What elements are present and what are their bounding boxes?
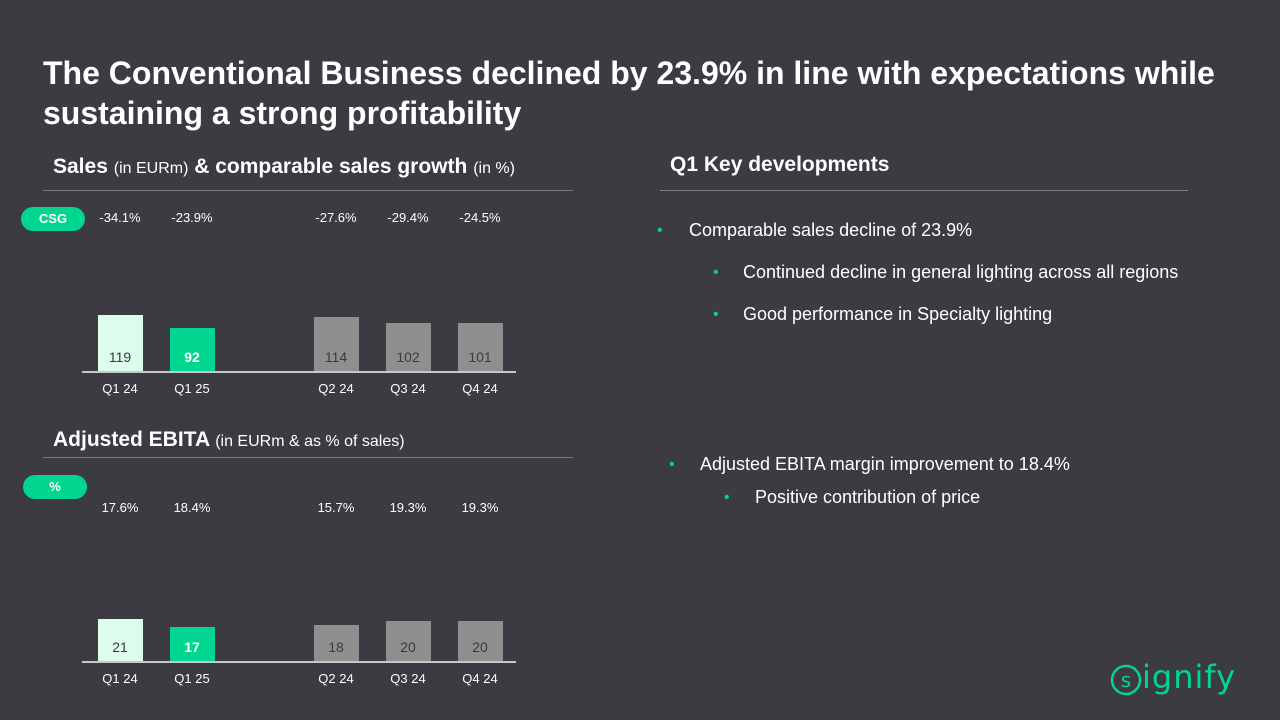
sales-category-label: Q3 24 xyxy=(390,381,426,396)
ebita-heading: Adjusted EBITA (in EURm & as % of sales) xyxy=(53,428,405,452)
bullet-dot-icon: • xyxy=(724,489,730,506)
ebita-value-label: 17 xyxy=(184,639,200,655)
sales-category-label: Q2 24 xyxy=(318,381,354,396)
sales-bar xyxy=(97,315,143,371)
key-developments-heading: Q1 Key developments xyxy=(670,153,890,176)
ebita-category-label: Q3 24 xyxy=(390,671,426,686)
sales-value-label: 102 xyxy=(396,349,420,365)
ebita-pct-label: 15.7% xyxy=(317,500,355,515)
sales-heading: Sales (in EURm) & comparable sales growt… xyxy=(53,155,515,179)
key-developments-divider xyxy=(660,190,1188,191)
sales-pct-label: -23.9% xyxy=(171,210,213,225)
ebita-heading-main: Adjusted EBITA xyxy=(53,428,210,451)
page-title: The Conventional Business declined by 23… xyxy=(43,55,1215,131)
ebita-bar xyxy=(457,621,503,661)
bullet-dot-icon: • xyxy=(669,456,675,473)
sales-heading-amp: & comparable sales growth xyxy=(194,155,468,178)
bullet-dot-icon: • xyxy=(713,306,719,323)
sales-category-label: Q1 24 xyxy=(102,381,138,396)
sales-pct-label: -29.4% xyxy=(387,210,429,225)
ebita-bar xyxy=(169,627,215,661)
sales-bar xyxy=(169,327,215,371)
sales-axis-line xyxy=(82,371,516,373)
sales-value-label: 92 xyxy=(184,349,200,365)
svg-text:s: s xyxy=(1121,668,1131,692)
bullet-dot-icon: • xyxy=(657,222,663,239)
signify-logo-text: ignify xyxy=(1142,658,1237,696)
bullet-dot-icon: • xyxy=(713,264,719,281)
ebita-value-label: 21 xyxy=(112,639,128,655)
ebita-pct-label: 18.4% xyxy=(173,500,211,515)
ebita-pct-label: 19.3% xyxy=(389,500,427,515)
ebita-bar xyxy=(313,625,359,661)
bullet-comparable-sales: Comparable sales decline of 23.9% xyxy=(689,220,973,240)
sales-bar xyxy=(313,317,359,371)
bullet-specialty-lighting: Good performance in Specialty lighting xyxy=(743,304,1053,324)
sales-pct-label: -24.5% xyxy=(459,210,501,225)
bullet-price-contribution: Positive contribution of price xyxy=(755,487,981,507)
sales-category-label: Q1 25 xyxy=(174,381,210,396)
ebita-value-label: 20 xyxy=(400,639,416,655)
sales-pct-label: -34.1% xyxy=(99,210,141,225)
sales-value-label: 101 xyxy=(468,349,492,365)
ebita-bar xyxy=(97,619,143,661)
sales-heading-pct: (in %) xyxy=(473,160,515,177)
sales-divider xyxy=(43,190,573,191)
signify-logo-icon: s xyxy=(1110,664,1142,696)
margin-badge: % xyxy=(23,475,87,499)
sales-value-label: 114 xyxy=(324,349,348,365)
ebita-pct-label: 19.3% xyxy=(461,500,499,515)
ebita-axis-line xyxy=(82,661,516,663)
ebita-category-label: Q1 24 xyxy=(102,671,138,686)
ebita-category-label: Q4 24 xyxy=(462,671,498,686)
ebita-bar xyxy=(385,621,431,661)
bullet-ebita-margin: Adjusted EBITA margin improvement to 18.… xyxy=(700,454,1070,474)
ebita-pct-label: 17.6% xyxy=(101,500,139,515)
sales-category-label: Q4 24 xyxy=(462,381,498,396)
bullet-general-lighting: Continued decline in general lighting ac… xyxy=(743,262,1179,282)
csg-badge: CSG xyxy=(21,207,85,231)
ebita-value-label: 20 xyxy=(472,639,488,655)
sales-bar xyxy=(457,323,503,371)
ebita-value-label: 18 xyxy=(328,639,344,655)
sales-bar xyxy=(385,323,431,371)
sales-value-label: 119 xyxy=(108,349,132,365)
sales-pct-label: -27.6% xyxy=(315,210,357,225)
ebita-category-label: Q2 24 xyxy=(318,671,354,686)
ebita-divider xyxy=(43,457,573,458)
ebita-category-label: Q1 25 xyxy=(174,671,210,686)
sales-heading-main: Sales xyxy=(53,155,108,178)
sales-heading-unit: (in EURm) xyxy=(113,160,189,177)
ebita-heading-unit: (in EURm & as % of sales) xyxy=(215,433,405,450)
